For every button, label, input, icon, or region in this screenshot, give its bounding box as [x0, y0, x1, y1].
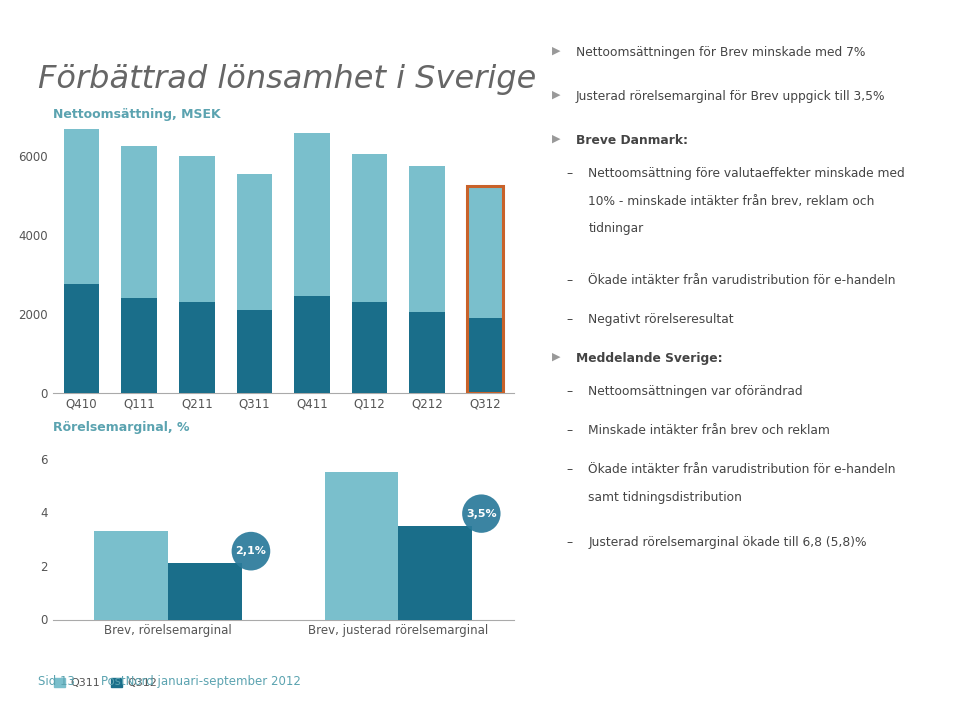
Bar [294, 132, 330, 296]
Text: Minskade intäkter från brev och reklam: Minskade intäkter från brev och reklam [588, 424, 830, 437]
Text: –: – [566, 313, 572, 326]
Text: –: – [566, 536, 572, 549]
Text: Förbättrad lönsamhet i Sverige: Förbättrad lönsamhet i Sverige [38, 64, 537, 95]
Text: PostNord januari-september 2012: PostNord januari-september 2012 [101, 675, 300, 688]
Text: ▶: ▶ [552, 352, 561, 362]
Bar [236, 310, 273, 393]
Text: –: – [566, 424, 572, 437]
Bar [179, 156, 215, 302]
Text: Ökade intäkter från varudistribution för e-handeln: Ökade intäkter från varudistribution för… [588, 463, 896, 476]
Text: 3,5%: 3,5% [466, 508, 496, 519]
Bar [94, 531, 168, 620]
Bar [121, 147, 157, 298]
Text: ▶: ▶ [552, 134, 561, 144]
Text: ▶: ▶ [552, 46, 561, 56]
Text: –: – [566, 463, 572, 476]
Bar [398, 525, 472, 620]
Bar [121, 298, 157, 393]
Text: 2,1%: 2,1% [235, 546, 266, 556]
Text: Breve Danmark:: Breve Danmark: [576, 134, 688, 147]
Text: 10% - minskade intäkter från brev, reklam och: 10% - minskade intäkter från brev, rekla… [588, 195, 875, 207]
Text: –: – [566, 385, 572, 398]
Text: Nettoomsättning före valutaeffekter minskade med: Nettoomsättning före valutaeffekter mins… [588, 167, 905, 180]
Bar [236, 174, 273, 310]
Text: Ökade intäkter från varudistribution för e-handeln: Ökade intäkter från varudistribution för… [588, 274, 896, 287]
Text: Nettoomsättning, MSEK: Nettoomsättning, MSEK [53, 108, 221, 120]
Bar [351, 154, 388, 302]
Bar [467, 186, 503, 393]
Text: Brev: Brev [60, 18, 97, 33]
Text: –: – [566, 274, 572, 287]
Bar [467, 318, 503, 393]
Bar [351, 302, 388, 393]
Bar [294, 296, 330, 393]
Text: Nettoomsättningen var oförändrad: Nettoomsättningen var oförändrad [588, 385, 804, 398]
Bar [409, 312, 445, 393]
Bar [324, 472, 398, 620]
Text: -7%: -7% [0, 707, 1, 708]
Text: Nettoomsättningen för Brev minskade med 7%: Nettoomsättningen för Brev minskade med … [576, 46, 865, 59]
Text: ▶: ▶ [552, 90, 561, 100]
Bar [409, 166, 445, 312]
Text: Sid 13: Sid 13 [38, 675, 75, 688]
Text: Rörelsemarginal, %: Rörelsemarginal, % [53, 421, 189, 434]
Text: tidningar: tidningar [588, 222, 644, 236]
Bar [63, 129, 100, 285]
Bar [63, 285, 100, 393]
Text: Meddelande Sverige:: Meddelande Sverige: [576, 352, 723, 365]
Bar [179, 302, 215, 393]
Text: ±0%: ±0% [0, 707, 1, 708]
Text: -17%: -17% [0, 707, 1, 708]
Text: Negativt rörelseresultat: Negativt rörelseresultat [588, 313, 734, 326]
Text: –: – [566, 167, 572, 180]
Bar [168, 564, 242, 620]
Text: Justerad rörelsemarginal för Brev uppgick till 3,5%: Justerad rörelsemarginal för Brev uppgic… [576, 90, 885, 103]
Bar [467, 186, 503, 318]
Legend: Q311, Q312: Q311, Q312 [49, 673, 162, 692]
Text: Justerad rörelsemarginal ökade till 6,8 (5,8)%: Justerad rörelsemarginal ökade till 6,8 … [588, 536, 867, 549]
Text: samt tidningsdistribution: samt tidningsdistribution [588, 491, 742, 504]
Legend: Meddelande Sverige, Breve Danmark: Meddelande Sverige, Breve Danmark [49, 445, 304, 464]
